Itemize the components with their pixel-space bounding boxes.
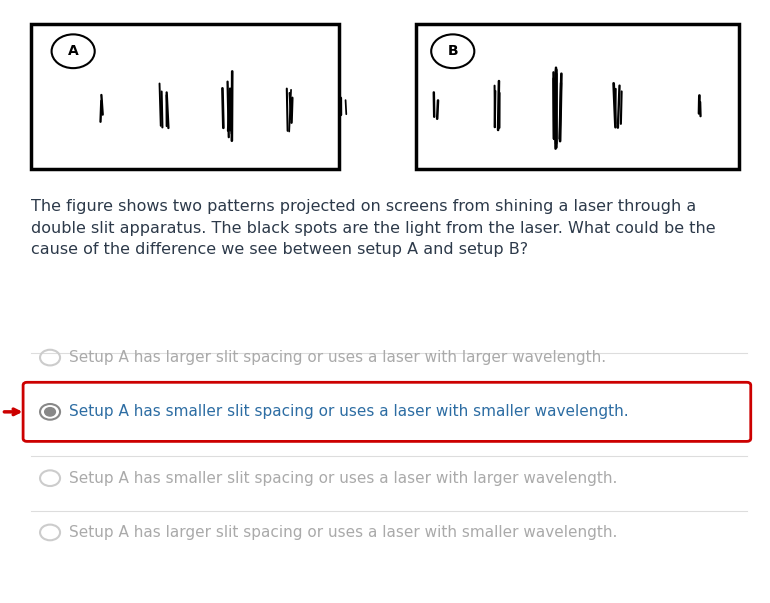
Circle shape bbox=[52, 34, 95, 68]
Text: Setup A has larger slit spacing or uses a laser with smaller wavelength.: Setup A has larger slit spacing or uses … bbox=[69, 525, 618, 540]
Text: The figure shows two patterns projected on screens from shining a laser through : The figure shows two patterns projected … bbox=[31, 199, 715, 257]
Text: B: B bbox=[447, 44, 458, 58]
Text: Setup A has smaller slit spacing or uses a laser with smaller wavelength.: Setup A has smaller slit spacing or uses… bbox=[69, 405, 629, 419]
Circle shape bbox=[45, 408, 55, 416]
FancyBboxPatch shape bbox=[416, 24, 739, 169]
Text: Setup A has larger slit spacing or uses a laser with larger wavelength.: Setup A has larger slit spacing or uses … bbox=[69, 350, 607, 365]
FancyBboxPatch shape bbox=[31, 24, 339, 169]
FancyBboxPatch shape bbox=[23, 382, 751, 441]
Circle shape bbox=[431, 34, 474, 68]
Text: A: A bbox=[68, 44, 79, 58]
Text: Setup A has smaller slit spacing or uses a laser with larger wavelength.: Setup A has smaller slit spacing or uses… bbox=[69, 471, 618, 485]
